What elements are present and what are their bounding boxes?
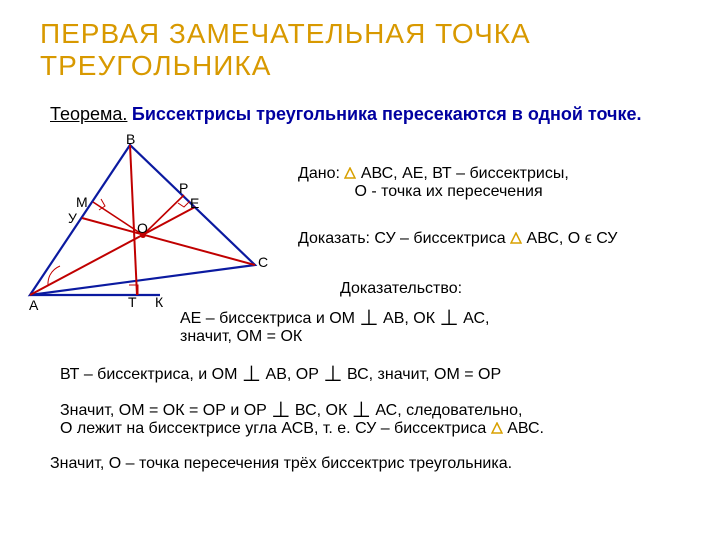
triangle-icon	[344, 167, 356, 179]
label-K: К	[155, 294, 163, 310]
step2c: ВС, значит, ОМ = ОР	[347, 366, 501, 383]
label-T: Т	[128, 294, 137, 310]
triangle-icon	[491, 422, 503, 434]
step3a: Значит, ОМ = ОК = ОР и ОР	[60, 402, 267, 419]
step2b: АВ, ОР	[266, 366, 319, 383]
prove-prefix: Доказать: СУ – биссектриса	[298, 230, 510, 247]
label-A: А	[29, 297, 38, 313]
given-tail: АВС, АЕ, ВТ – биссектрисы,	[361, 165, 569, 182]
step3c: АС, следовательно,	[375, 402, 522, 419]
conclusion: Значит, О – точка пересечения трёх биссе…	[50, 455, 690, 473]
theorem-label: Теорема.	[50, 104, 127, 124]
label-M: М	[76, 194, 88, 210]
given-line2: О - точка их пересечения	[354, 183, 542, 200]
label-B: В	[126, 131, 135, 147]
label-E: Е	[190, 195, 199, 211]
step3b: ВС, ОК	[295, 402, 347, 419]
step3d: О лежит на биссектрисе угла АСВ, т. е. С…	[60, 420, 491, 437]
label-U: У	[68, 210, 77, 226]
label-P: Р	[179, 180, 188, 196]
label-O: О	[137, 220, 148, 236]
step2a: ВТ – биссектриса, и ОМ	[60, 366, 237, 383]
step1a: АЕ – биссектриса и ОМ	[180, 310, 359, 327]
label-C: С	[258, 254, 268, 270]
step3e: АВС.	[507, 420, 544, 437]
prove-tail: АВС, О ϵ СУ	[527, 230, 618, 247]
triangle-diagram	[20, 135, 280, 315]
title-line2: ТРЕУГОЛЬНИКА	[40, 50, 271, 81]
step1d: значит, ОМ = ОК	[180, 328, 302, 345]
triangle-icon	[510, 232, 522, 244]
title-line1: ПЕРВАЯ ЗАМЕЧАТЕЛЬНАЯ ТОЧКА	[40, 18, 531, 49]
theorem-text: Биссектрисы треугольника пересекаются в …	[132, 104, 642, 124]
step1c: АС,	[463, 310, 489, 327]
proof-label: Доказательство:	[340, 280, 462, 298]
step1b: АВ, ОК	[383, 310, 435, 327]
given-prefix: Дано:	[298, 165, 344, 182]
